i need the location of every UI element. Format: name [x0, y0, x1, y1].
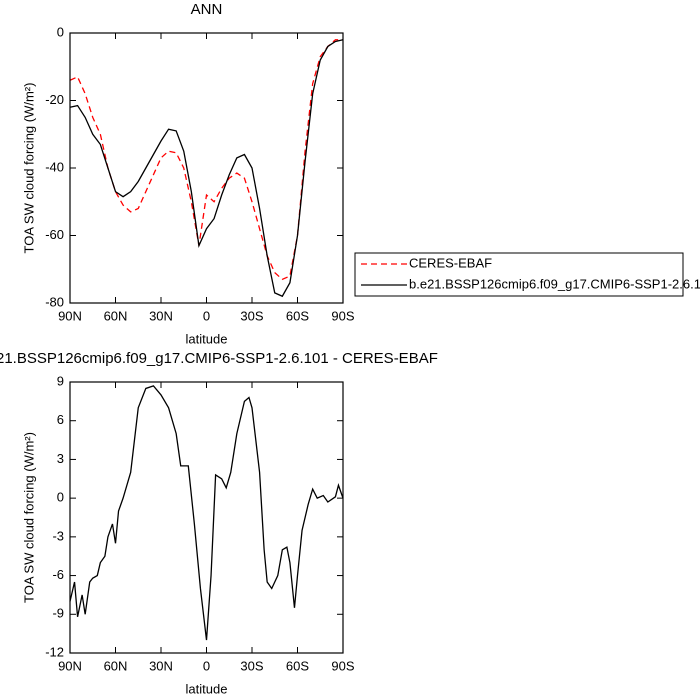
x-tick-label: 60S — [286, 658, 309, 673]
x-tick-label: 0 — [203, 658, 210, 673]
y-axis-label: TOA SW cloud forcing (W/m²) — [21, 432, 36, 603]
legend-box — [354, 252, 684, 297]
y-tick-label: -9 — [52, 606, 64, 621]
y-tick-label: 0 — [57, 24, 64, 39]
legend-label: b.e21.BSSP126cmip6.f09_g17.CMIP6-SSP1-2.… — [409, 276, 700, 291]
x-tick-label: 0 — [203, 308, 210, 323]
legend-label: CERES-EBAF — [409, 255, 492, 270]
y-tick-label: -60 — [45, 227, 64, 242]
x-tick-label: 30N — [149, 658, 173, 673]
data-line — [69, 39, 343, 281]
x-tick-label: 60N — [104, 658, 128, 673]
y-axis-label: TOA SW cloud forcing (W/m²) — [21, 83, 36, 254]
x-tick-label: 30S — [240, 308, 263, 323]
y-tick-label: 0 — [57, 490, 64, 505]
y-tick-label: -3 — [52, 528, 64, 543]
data-line — [69, 39, 344, 298]
data-line — [69, 385, 344, 641]
y-tick-label: -40 — [45, 159, 64, 174]
y-tick-label: 6 — [57, 412, 64, 427]
plot-frame — [69, 32, 344, 304]
y-tick-label: 3 — [57, 451, 64, 466]
x-tick-label: 30N — [149, 308, 173, 323]
x-axis-label: latitude — [186, 681, 228, 696]
x-axis-label: latitude — [186, 331, 228, 346]
x-tick-label: 60N — [104, 308, 128, 323]
plot-frame — [69, 381, 344, 654]
y-tick-label: -20 — [45, 92, 64, 107]
y-tick-label: -6 — [52, 567, 64, 582]
y-tick-label: 9 — [57, 373, 64, 388]
chart-title: ANN — [191, 1, 223, 18]
x-tick-label: 90N — [58, 658, 82, 673]
y-tick-label: -12 — [45, 644, 64, 659]
y-tick-label: -80 — [45, 294, 64, 309]
x-tick-label: 90S — [331, 308, 354, 323]
x-tick-label: 90S — [331, 658, 354, 673]
chart-title: b.e21.BSSP126cmip6.f09_g17.CMIP6-SSP1-2.… — [0, 350, 438, 367]
x-tick-label: 30S — [240, 658, 263, 673]
x-tick-label: 60S — [286, 308, 309, 323]
x-tick-label: 90N — [58, 308, 82, 323]
